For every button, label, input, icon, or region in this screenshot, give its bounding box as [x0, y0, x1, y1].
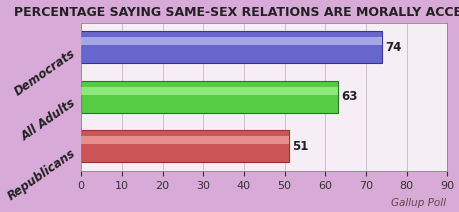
Bar — [81, 38, 381, 45]
Bar — [81, 136, 288, 144]
Bar — [81, 81, 337, 113]
Bar — [81, 87, 337, 95]
Text: Gallup Poll: Gallup Poll — [390, 198, 445, 208]
Text: 51: 51 — [291, 140, 308, 153]
Bar — [81, 130, 288, 162]
Bar — [81, 31, 381, 63]
Text: 74: 74 — [385, 41, 401, 54]
Title: PERCENTAGE SAYING SAME-SEX RELATIONS ARE MORALLY ACCEPTABLE: PERCENTAGE SAYING SAME-SEX RELATIONS ARE… — [14, 6, 459, 19]
Text: 63: 63 — [340, 90, 356, 103]
